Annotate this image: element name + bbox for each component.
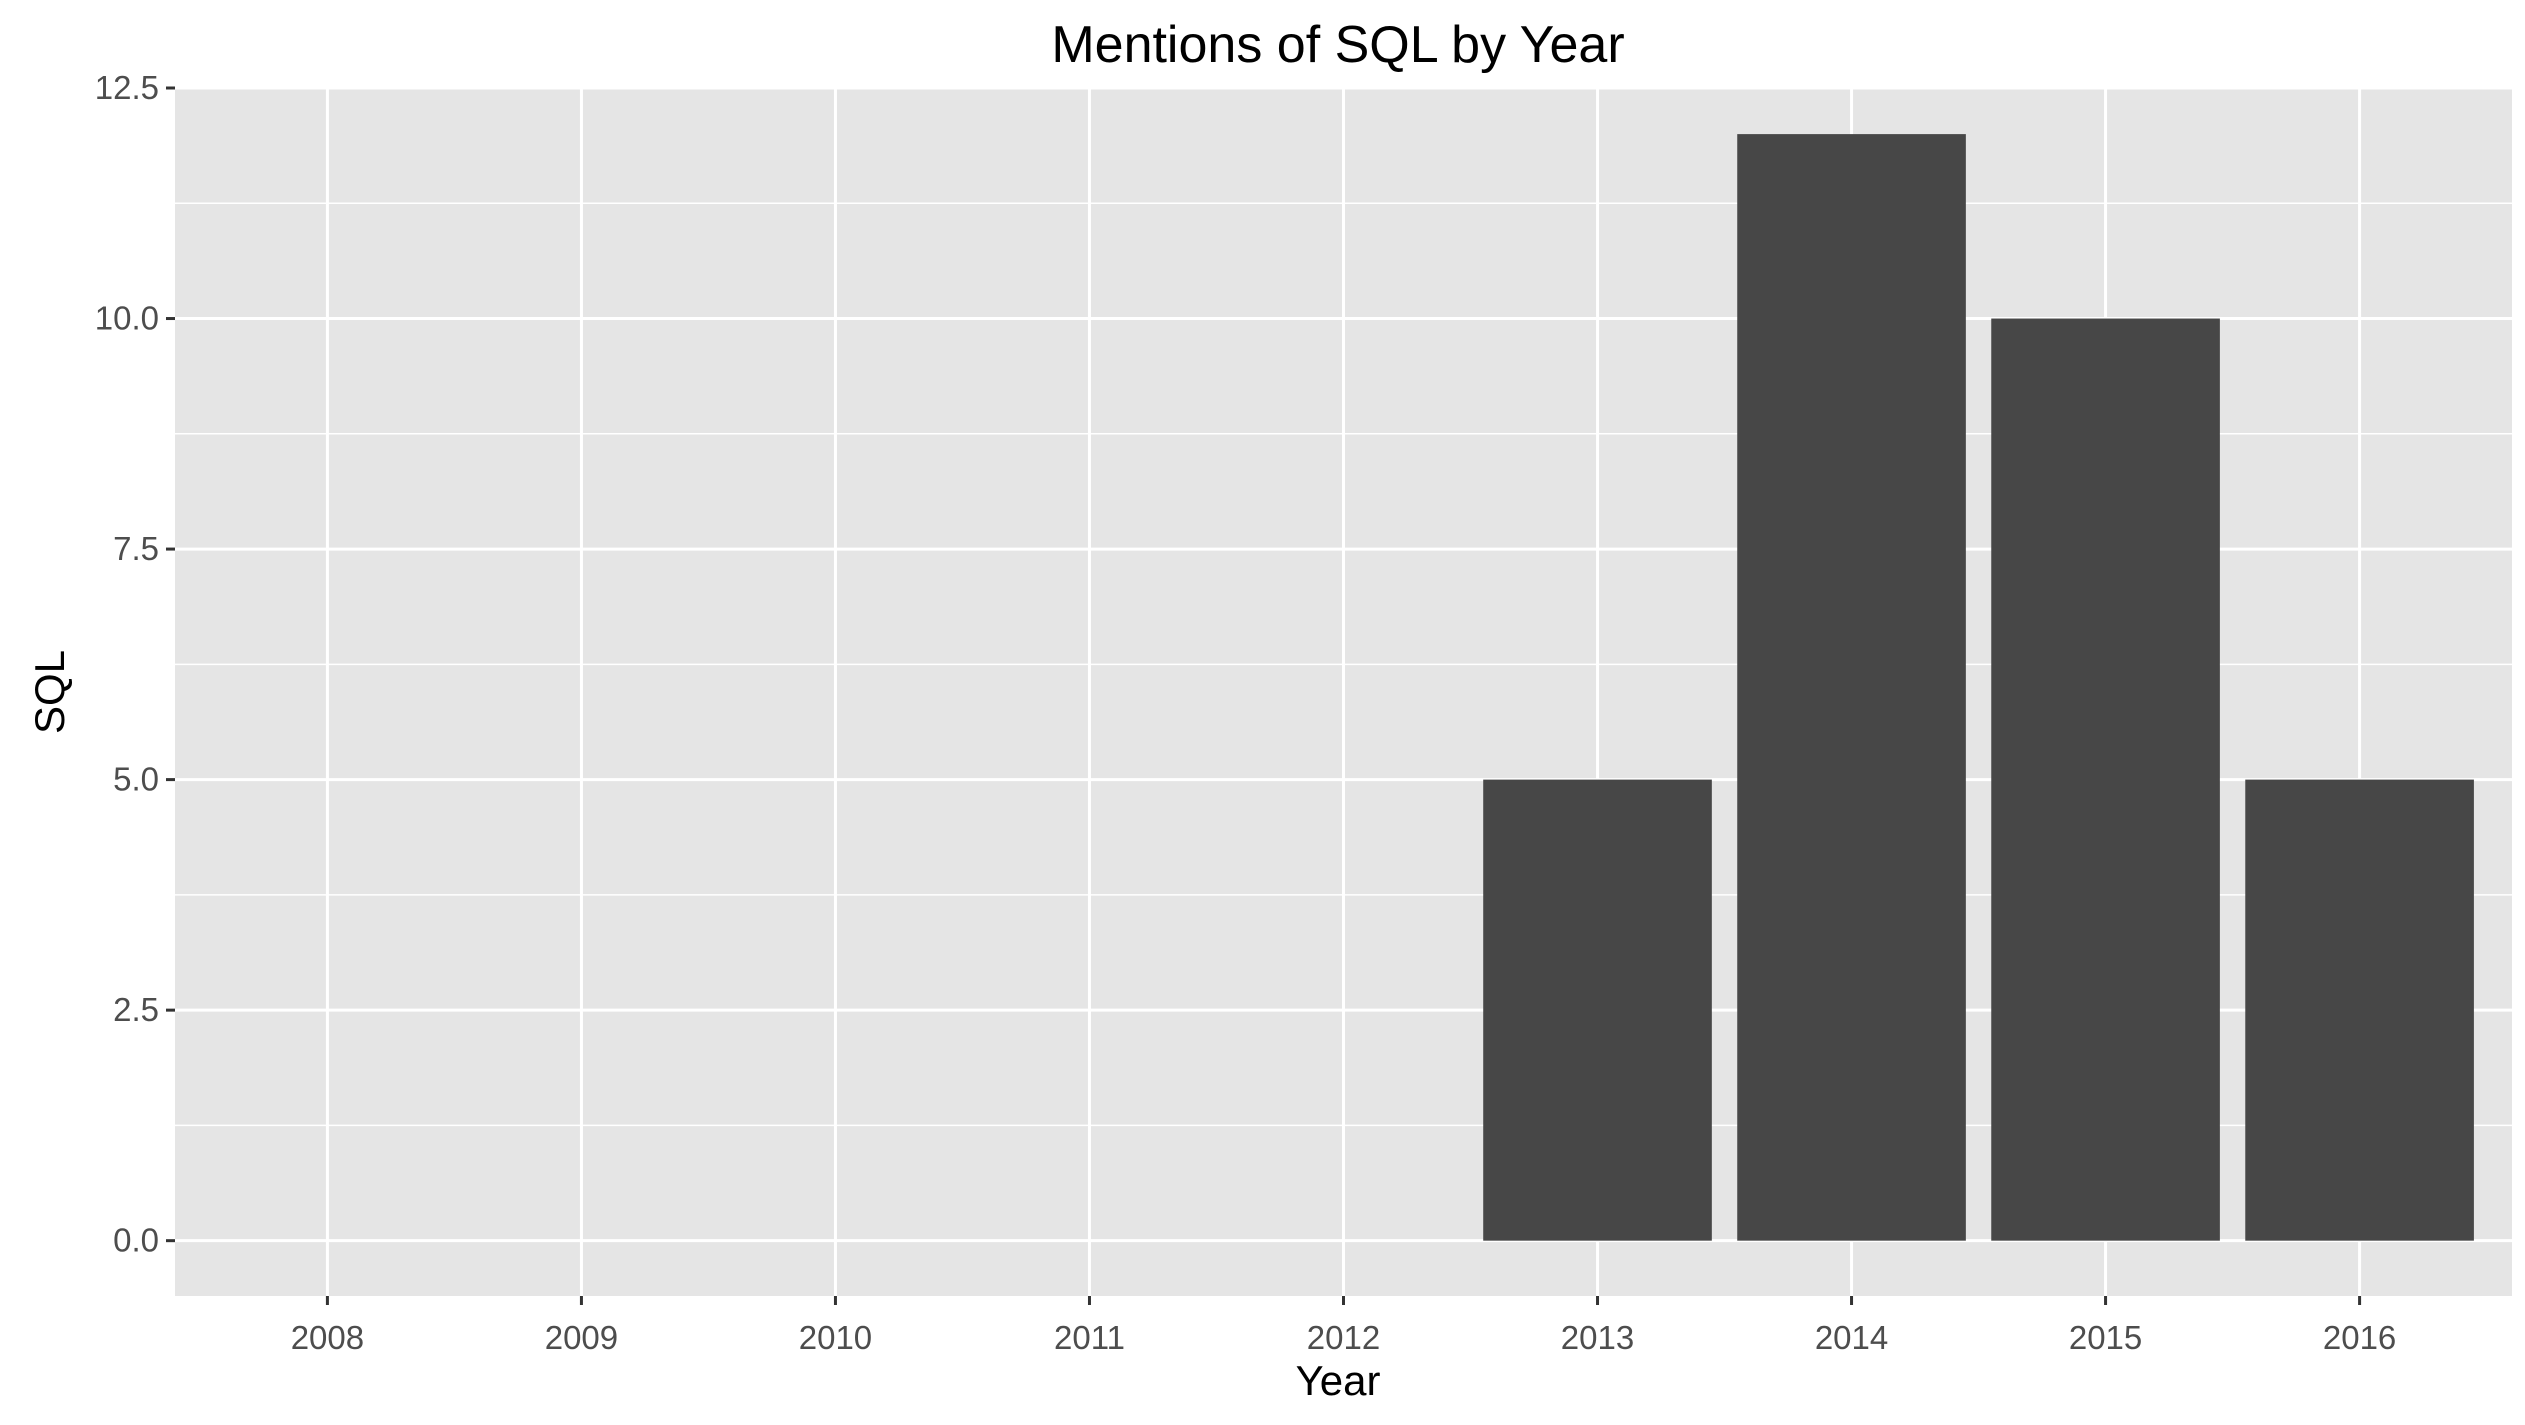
y-tick-label: 12.5 (95, 69, 159, 106)
y-axis-title: SQL (26, 650, 73, 734)
bars (1483, 134, 2474, 1241)
chart-title: Mentions of SQL by Year (1051, 16, 1624, 74)
x-tick-label: 2013 (1561, 1319, 1634, 1356)
x-tick-label: 2016 (2323, 1319, 2396, 1356)
x-tick-label: 2009 (545, 1319, 618, 1356)
bar-2014 (1737, 134, 1966, 1241)
y-tick-label: 0.0 (113, 1222, 159, 1259)
x-tick-label: 2015 (2069, 1319, 2142, 1356)
bar-2013 (1483, 779, 1712, 1241)
bar-2015 (1991, 318, 2220, 1241)
y-tick-label: 10.0 (95, 300, 159, 337)
y-tick-label: 7.5 (113, 530, 159, 567)
x-tick-label: 2014 (1815, 1319, 1888, 1356)
x-axis: 2008 2009 2010 2011 2012 2013 2014 2015 2016 (291, 1296, 2396, 1356)
x-tick-label: 2012 (1307, 1319, 1380, 1356)
bar-2016 (2245, 779, 2474, 1241)
y-axis: 0.0 2.5 5.0 7.5 10.0 12.5 (95, 69, 175, 1259)
x-tick-label: 2008 (291, 1319, 364, 1356)
x-tick-label: 2011 (1054, 1319, 1125, 1356)
y-tick-label: 5.0 (113, 761, 159, 798)
y-tick-label: 2.5 (113, 991, 159, 1028)
x-tick-label: 2010 (799, 1319, 872, 1356)
x-axis-title: Year (1296, 1357, 1381, 1404)
